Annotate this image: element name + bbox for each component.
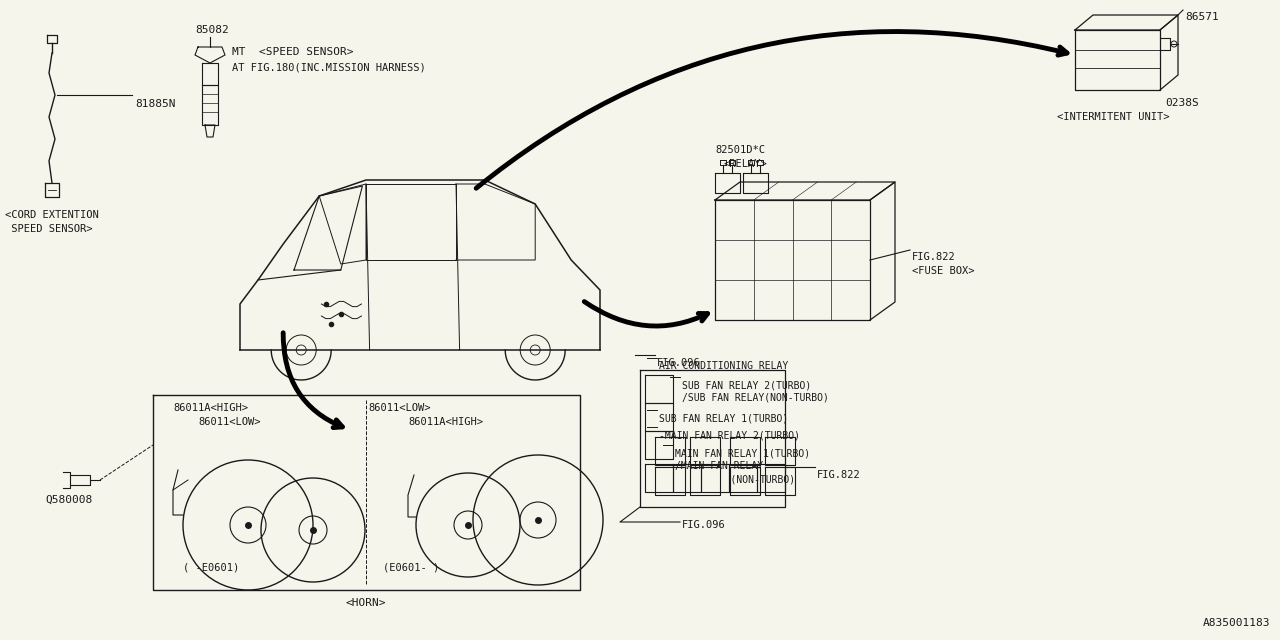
Text: ( -E0601): ( -E0601) bbox=[183, 562, 239, 572]
Text: FIG.822: FIG.822 bbox=[817, 470, 860, 480]
Text: <INTERMITENT UNIT>: <INTERMITENT UNIT> bbox=[1057, 112, 1170, 122]
Text: FIG.096: FIG.096 bbox=[682, 520, 726, 530]
Text: /SUB FAN RELAY(NON-TURBO): /SUB FAN RELAY(NON-TURBO) bbox=[682, 392, 829, 402]
Text: 86011<LOW>: 86011<LOW> bbox=[369, 403, 430, 413]
Text: 86011A<HIGH>: 86011A<HIGH> bbox=[173, 403, 248, 413]
Text: 86011<LOW>: 86011<LOW> bbox=[198, 417, 261, 427]
Text: -MAIN FAN RELAY 2(TURBO): -MAIN FAN RELAY 2(TURBO) bbox=[659, 430, 800, 440]
Text: 86011A<HIGH>: 86011A<HIGH> bbox=[408, 417, 483, 427]
Text: AIR CONDITIONING RELAY: AIR CONDITIONING RELAY bbox=[659, 361, 788, 371]
Text: AT FIG.180(INC.MISSION HARNESS): AT FIG.180(INC.MISSION HARNESS) bbox=[232, 62, 426, 72]
Text: FIG.822: FIG.822 bbox=[913, 252, 956, 262]
Text: A835001183: A835001183 bbox=[1202, 618, 1270, 628]
Text: SUB FAN RELAY 2(TURBO): SUB FAN RELAY 2(TURBO) bbox=[682, 380, 812, 390]
Text: <HORN>: <HORN> bbox=[346, 598, 387, 608]
Text: MAIN FAN RELAY 1(TURBO): MAIN FAN RELAY 1(TURBO) bbox=[675, 448, 810, 458]
Text: 86571: 86571 bbox=[1185, 12, 1219, 22]
Text: SPEED SENSOR>: SPEED SENSOR> bbox=[5, 224, 92, 234]
Text: MT  <SPEED SENSOR>: MT <SPEED SENSOR> bbox=[232, 47, 353, 57]
Text: 81885N: 81885N bbox=[134, 99, 175, 109]
Text: 85082: 85082 bbox=[195, 25, 229, 35]
Text: SUB FAN RELAY 1(TURBO): SUB FAN RELAY 1(TURBO) bbox=[659, 413, 788, 423]
Text: (E0601- ): (E0601- ) bbox=[383, 562, 439, 572]
Text: FIG.096: FIG.096 bbox=[657, 358, 700, 368]
Text: (NON-TURBO): (NON-TURBO) bbox=[707, 474, 795, 484]
Text: <FUSE BOX>: <FUSE BOX> bbox=[913, 266, 974, 276]
Text: 0238S: 0238S bbox=[1165, 98, 1199, 108]
Text: <CORD EXTENTION: <CORD EXTENTION bbox=[5, 210, 99, 220]
Text: /MAIN FAN RELAY: /MAIN FAN RELAY bbox=[675, 461, 763, 471]
Text: <RELAY>: <RELAY> bbox=[723, 159, 767, 169]
Text: Q580008: Q580008 bbox=[45, 495, 92, 505]
Text: 82501D*C: 82501D*C bbox=[716, 145, 765, 155]
